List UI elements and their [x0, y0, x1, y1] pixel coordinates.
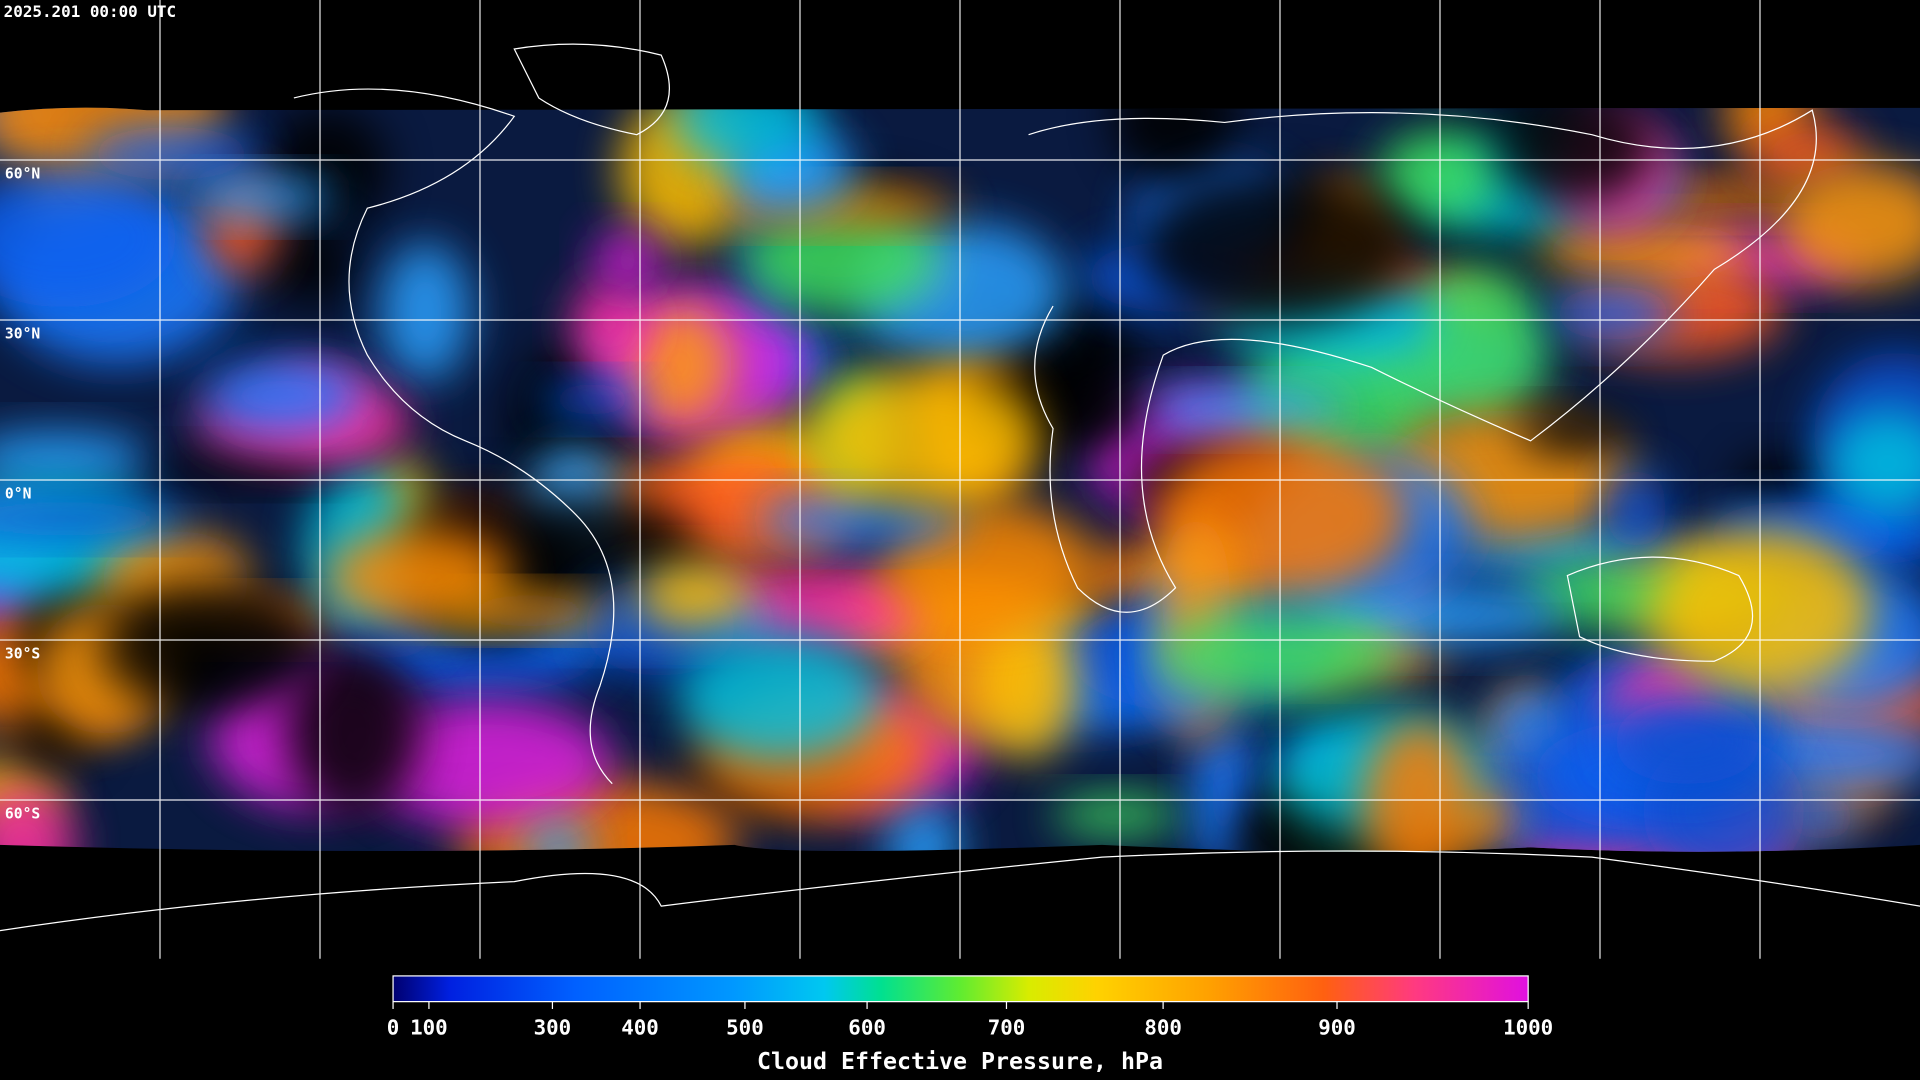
coastline [1566, 556, 1753, 662]
cloud-blob [695, 564, 928, 655]
coastline [513, 43, 670, 136]
coastline [1028, 109, 1817, 613]
cloud-blob [742, 200, 938, 316]
colorbar-tick-label: 900 [1318, 1016, 1356, 1040]
cloud-blob [446, 592, 611, 630]
cloud-blob [756, 493, 964, 545]
cloud-blob [975, 612, 1078, 759]
cloud-blob [359, 699, 613, 828]
lat-label: 60°N [5, 165, 40, 182]
cloud-blob [676, 632, 880, 761]
cloud-blob [286, 645, 422, 817]
cloud-blob [636, 560, 752, 630]
cloud-blob [83, 127, 259, 180]
colorbar-tick-label: 700 [988, 1016, 1026, 1040]
graticule [0, 0, 1920, 959]
cloud-blob [1826, 409, 1920, 517]
colorbar-tick-label: 500 [726, 1016, 764, 1040]
cloud-blob [0, 430, 150, 487]
colorbar-tick-label: 300 [534, 1016, 572, 1040]
cloud-blob [1376, 129, 1502, 221]
cloud-blob [1549, 286, 1678, 340]
cloud-blob [593, 231, 662, 289]
cloud-blob [1605, 467, 1668, 551]
colorbar [392, 975, 1529, 1003]
cloud-blob [266, 224, 354, 306]
coastline [293, 88, 615, 785]
cloud-blob [523, 821, 593, 852]
colorbar-tick-label: 800 [1144, 1016, 1182, 1040]
colorbar-tick-label: 1000 [1503, 1016, 1553, 1040]
cloud-blob [203, 358, 363, 433]
lat-label: 60°S [5, 805, 40, 822]
cloud-blob [1612, 699, 1764, 785]
cloud-blob [1495, 107, 1655, 206]
cloud-blob [672, 107, 822, 166]
cloud-blob [1362, 720, 1477, 852]
colorbar-tick-label: 400 [621, 1016, 659, 1040]
cloud-blob [1518, 409, 1626, 456]
coastlines [0, 43, 1920, 932]
coastline [0, 850, 1920, 932]
cloud-blob [883, 800, 962, 852]
cloud-blob [1651, 528, 1873, 692]
cloud-blob [1399, 266, 1550, 426]
cloud-blob [0, 499, 198, 538]
cloud-blob [1145, 387, 1346, 432]
cloud-blob [1137, 169, 1413, 326]
cloud-blob [1537, 222, 1758, 280]
cloud-blob [1776, 163, 1920, 285]
cloud-blob [540, 380, 645, 419]
cloud-blob [184, 175, 336, 219]
colorbar-tick-label: 100 [410, 1016, 448, 1040]
lat-label: 30°N [5, 325, 40, 342]
cloud-blob [1052, 794, 1182, 836]
cloud-blob [1111, 107, 1239, 185]
colorbar-title: Cloud Effective Pressure, hPa [757, 1048, 1163, 1075]
cloud-blob [808, 368, 1040, 507]
cloud-blob [101, 582, 314, 711]
colorbar-tick-label: 0 [387, 1016, 400, 1040]
colorbar-tick-label: 600 [848, 1016, 886, 1040]
lat-label: 0°N [5, 485, 32, 502]
timestamp: 2025.201 00:00 UTC [4, 2, 176, 21]
cloud-blob [627, 304, 733, 427]
cloud-blob [1156, 610, 1402, 702]
cloud-blob [0, 169, 178, 308]
cloud-blob [1492, 690, 1564, 759]
lat-label: 30°S [5, 645, 40, 662]
cloud-blob [570, 281, 649, 369]
cloud-blob [379, 242, 472, 382]
